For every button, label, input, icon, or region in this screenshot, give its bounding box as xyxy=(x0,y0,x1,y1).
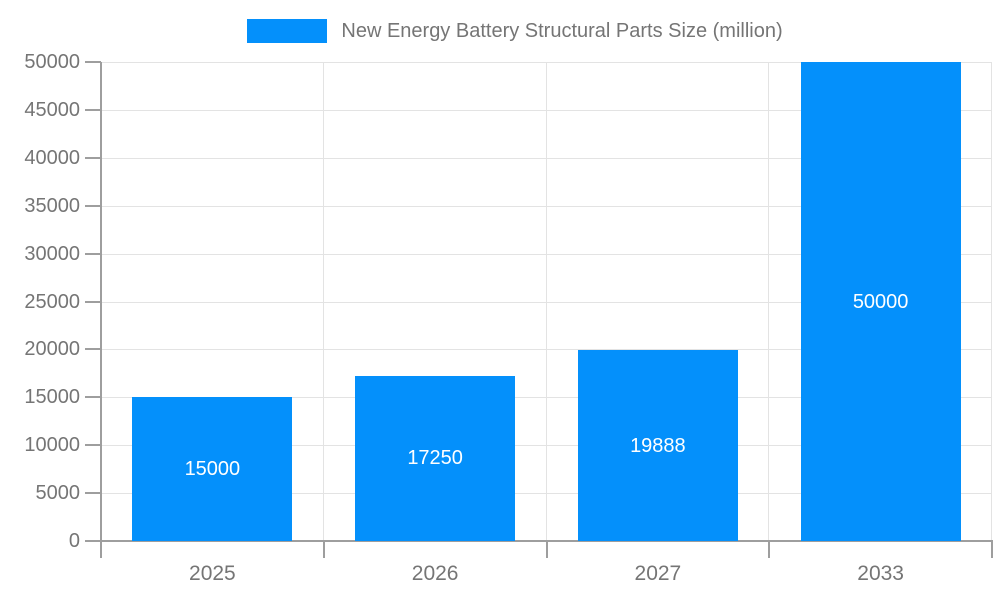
y-axis-tick xyxy=(85,61,101,63)
y-gridline xyxy=(101,445,992,447)
y-axis-tick xyxy=(85,300,101,303)
bar-value-label: 50000 xyxy=(852,290,909,313)
y-axis-label: 25000 xyxy=(24,290,80,313)
bar-value-label: 17250 xyxy=(407,447,463,470)
bar-value-label: 19888 xyxy=(630,434,686,457)
x-axis-label: 2026 xyxy=(411,562,459,585)
y-gridline xyxy=(101,62,992,63)
x-axis-tick xyxy=(100,542,102,558)
plot-area xyxy=(101,62,992,541)
y-axis-tick xyxy=(85,444,101,447)
y-axis-tick xyxy=(85,252,101,255)
y-axis-label: 20000 xyxy=(24,338,80,361)
bar-2027[interactable] xyxy=(577,350,738,541)
y-gridline xyxy=(101,253,992,255)
y-axis-label: 35000 xyxy=(24,194,80,217)
y-axis-label: 50000 xyxy=(24,51,80,73)
legend-label: New Energy Battery Structural Parts Size… xyxy=(341,19,783,42)
y-axis-tick xyxy=(85,492,101,495)
y-axis-tick xyxy=(85,108,101,111)
bar-2025[interactable] xyxy=(132,397,293,541)
y-axis-label: 0 xyxy=(68,530,80,552)
y-axis-label: 45000 xyxy=(24,98,80,121)
y-gridline xyxy=(101,109,992,111)
y-axis-tick xyxy=(85,348,101,351)
x-axis-label: 2025 xyxy=(189,562,236,585)
y-axis-label: 30000 xyxy=(24,242,80,265)
x-axis-tick xyxy=(991,542,993,558)
x-axis-line xyxy=(100,540,993,542)
y-gridline xyxy=(101,205,992,207)
x-axis-tick xyxy=(322,542,325,558)
y-gridline xyxy=(101,349,992,351)
y-gridline xyxy=(101,397,992,399)
x-axis-tick xyxy=(768,542,771,558)
x-gridline xyxy=(322,62,324,541)
x-gridline xyxy=(768,62,770,541)
legend: New Energy Battery Structural Parts Size… xyxy=(30,17,1000,45)
y-axis-tick xyxy=(85,204,101,207)
x-gridline xyxy=(545,62,547,541)
x-axis-label: 2027 xyxy=(634,562,682,585)
y-gridline xyxy=(101,493,992,495)
bar-value-label: 15000 xyxy=(184,458,241,481)
x-axis-label: 2033 xyxy=(857,562,904,585)
x-axis-tick xyxy=(545,542,548,558)
y-axis-label: 15000 xyxy=(24,386,80,409)
bar-2026[interactable] xyxy=(355,375,516,541)
y-axis-tick xyxy=(85,156,101,159)
legend-swatch xyxy=(247,19,328,43)
y-axis-tick xyxy=(85,540,101,542)
y-axis-label: 40000 xyxy=(24,146,80,169)
bar-2033[interactable] xyxy=(800,62,961,541)
y-gridline xyxy=(101,157,992,159)
y-axis-label: 5000 xyxy=(35,482,81,505)
y-gridline xyxy=(101,301,992,303)
y-axis-tick xyxy=(85,396,101,399)
y-axis-label: 10000 xyxy=(24,434,80,457)
x-gridline xyxy=(991,62,992,541)
y-axis-line xyxy=(100,62,102,541)
